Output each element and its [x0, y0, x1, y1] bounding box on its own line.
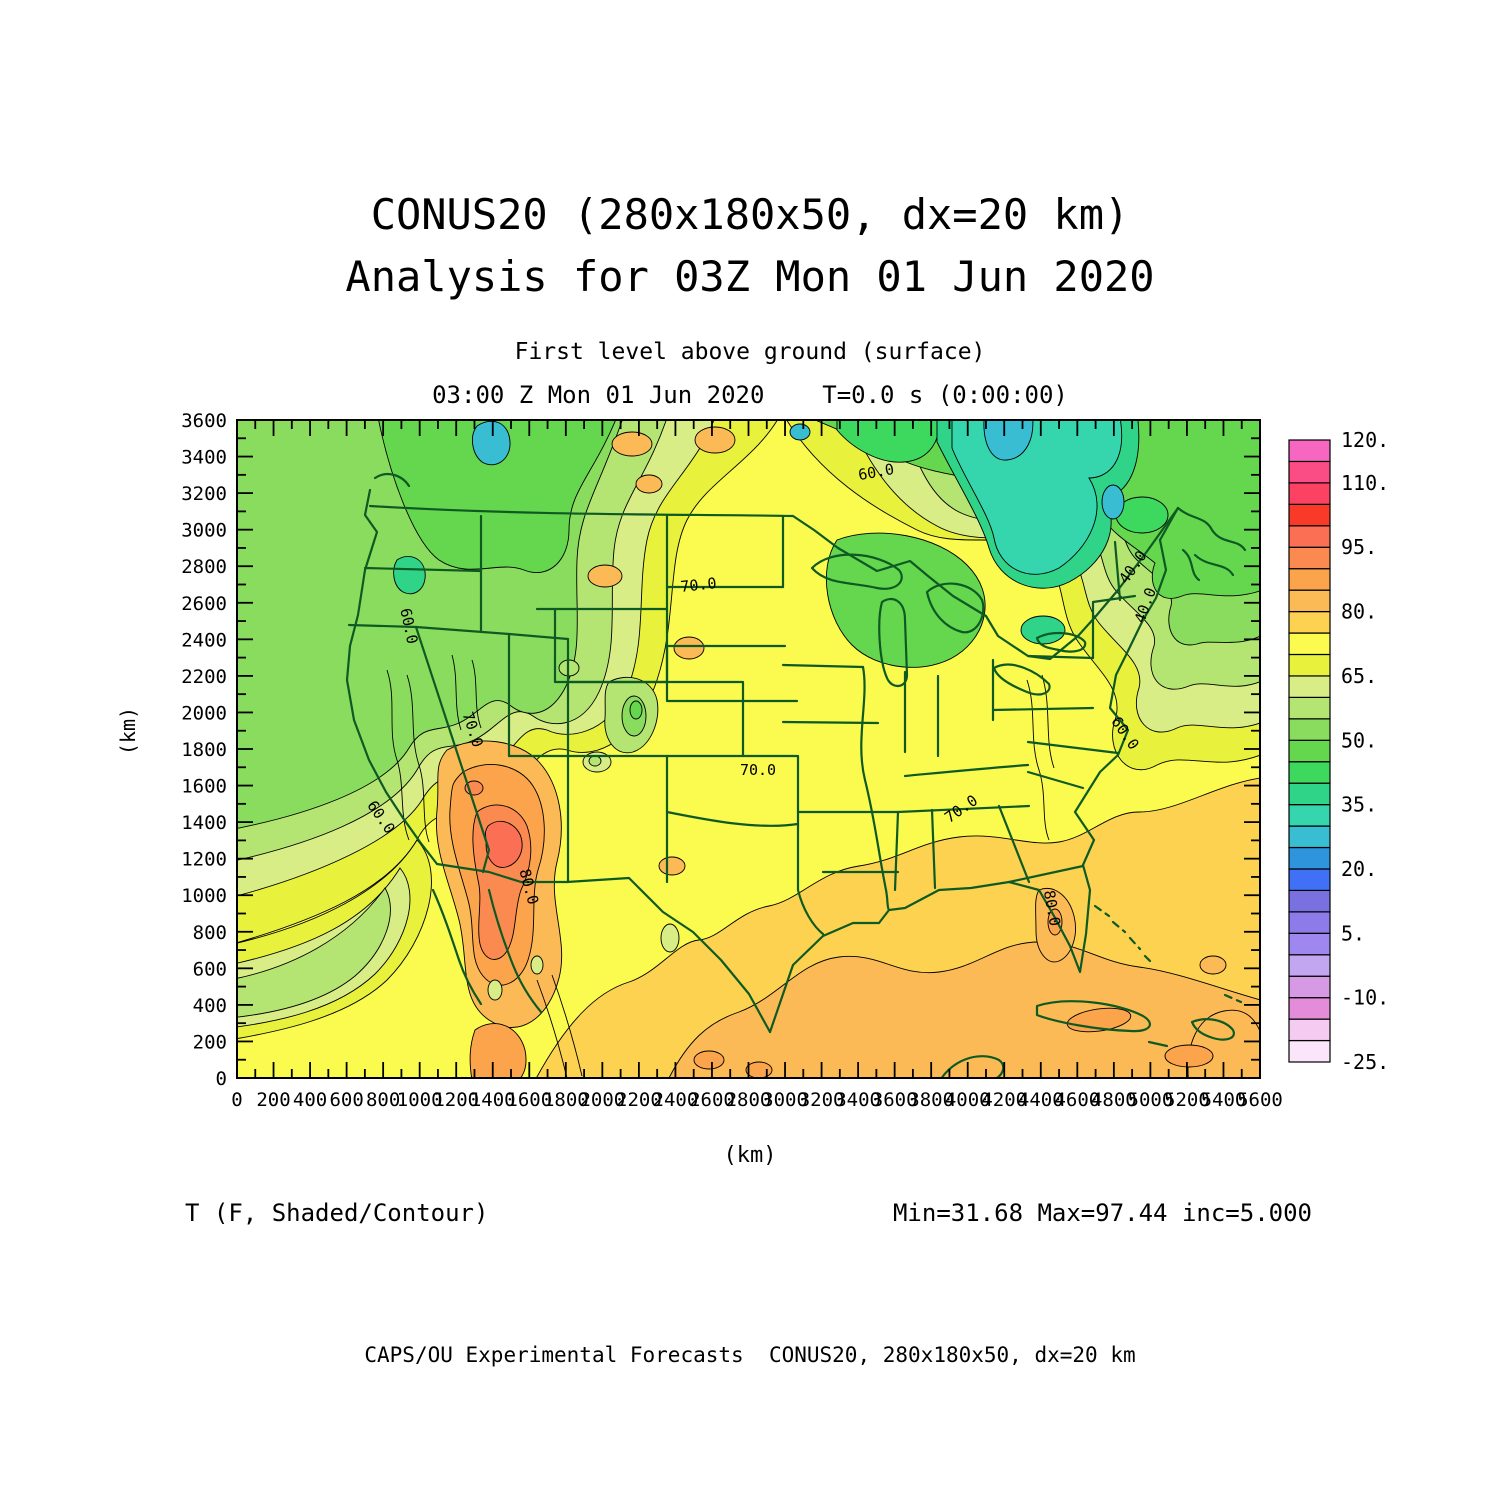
- svg-text:2800: 2800: [181, 556, 227, 578]
- svg-text:0: 0: [231, 1089, 242, 1111]
- x-tick-labels: 0 200 400 600 800100012001400160018002000220…: [231, 1089, 1283, 1111]
- svg-text:400: 400: [193, 995, 227, 1017]
- svg-text:35.: 35.: [1341, 793, 1377, 817]
- state-borders: [345, 473, 1247, 1078]
- svg-text:800: 800: [193, 922, 227, 944]
- svg-text:20.: 20.: [1341, 857, 1377, 881]
- svg-text:2400: 2400: [653, 1089, 699, 1111]
- svg-text:800: 800: [366, 1089, 400, 1111]
- svg-text:110.: 110.: [1341, 471, 1389, 495]
- svg-text:60.0: 60.0: [857, 460, 896, 484]
- svg-text:1200: 1200: [433, 1089, 479, 1111]
- svg-text:3000: 3000: [181, 520, 227, 542]
- svg-text:3400: 3400: [181, 447, 227, 469]
- svg-text:1200: 1200: [181, 849, 227, 871]
- svg-text:5400: 5400: [1201, 1089, 1247, 1111]
- svg-text:4200: 4200: [981, 1089, 1027, 1111]
- credit-footer: CAPS/OU Experimental Forecasts CONUS20, …: [364, 1343, 1136, 1367]
- svg-text:120.: 120.: [1341, 428, 1389, 452]
- x-axis-label: (km): [723, 1143, 777, 1168]
- svg-text:70.0: 70.0: [740, 761, 776, 779]
- svg-text:80.: 80.: [1341, 600, 1377, 624]
- axis-ticks: [236, 419, 1261, 1079]
- svg-text:0: 0: [216, 1068, 227, 1090]
- svg-text:1800: 1800: [181, 739, 227, 761]
- svg-text:5000: 5000: [1128, 1089, 1174, 1111]
- svg-text:80.0: 80.0: [1040, 889, 1064, 928]
- y-axis-label: (km): [116, 706, 140, 756]
- svg-text:3400: 3400: [835, 1089, 881, 1111]
- svg-text:2600: 2600: [689, 1089, 735, 1111]
- map-plot-area: 60.070.060.070.060.080.070.070.080.060.0…: [237, 420, 1260, 1078]
- svg-text:3600: 3600: [872, 1089, 918, 1111]
- svg-text:4000: 4000: [945, 1089, 991, 1111]
- svg-text:1400: 1400: [470, 1089, 516, 1111]
- svg-text:5200: 5200: [1164, 1089, 1210, 1111]
- svg-text:5600: 5600: [1237, 1089, 1283, 1111]
- svg-text:5.: 5.: [1341, 921, 1365, 945]
- svg-text:3200: 3200: [181, 483, 227, 505]
- svg-text:95.: 95.: [1341, 535, 1377, 559]
- svg-text:400: 400: [293, 1089, 327, 1111]
- svg-text:4800: 4800: [1091, 1089, 1137, 1111]
- svg-text:4600: 4600: [1054, 1089, 1100, 1111]
- svg-text:3000: 3000: [762, 1089, 808, 1111]
- svg-text:1000: 1000: [181, 885, 227, 907]
- svg-text:1600: 1600: [181, 776, 227, 798]
- level-label: First level above ground (surface): [514, 339, 986, 365]
- valid-time-label: 03:00 Z Mon 01 Jun 2020 T=0.0 s (0:00:00…: [432, 381, 1068, 409]
- svg-text:-10.: -10.: [1341, 986, 1389, 1010]
- svg-text:3600: 3600: [181, 410, 227, 432]
- svg-text:-25.: -25.: [1341, 1050, 1389, 1074]
- svg-text:70.0: 70.0: [680, 574, 718, 596]
- svg-text:1600: 1600: [506, 1089, 552, 1111]
- svg-text:600: 600: [193, 958, 227, 980]
- svg-text:1400: 1400: [181, 812, 227, 834]
- svg-text:4400: 4400: [1018, 1089, 1064, 1111]
- svg-text:2600: 2600: [181, 593, 227, 615]
- svg-text:2000: 2000: [181, 702, 227, 724]
- svg-text:2200: 2200: [181, 666, 227, 688]
- min-max-stats: Min=31.68 Max=97.44 inc=5.000: [892, 1199, 1312, 1227]
- contour-lines: [386, 654, 1055, 1078]
- svg-text:1000: 1000: [397, 1089, 443, 1111]
- svg-text:200: 200: [193, 1031, 227, 1053]
- svg-text:200: 200: [256, 1089, 290, 1111]
- svg-text:2000: 2000: [579, 1089, 625, 1111]
- svg-text:2400: 2400: [181, 629, 227, 651]
- svg-text:1800: 1800: [543, 1089, 589, 1111]
- svg-text:50.: 50.: [1341, 728, 1377, 752]
- field-label: T (F, Shaded/Contour): [185, 1199, 489, 1227]
- svg-text:600: 600: [329, 1089, 363, 1111]
- svg-text:65.: 65.: [1341, 664, 1377, 688]
- y-tick-labels: 0 200 400 600 800 1000 1200 1400 1600 1800 2000 220…: [181, 410, 227, 1090]
- svg-text:3800: 3800: [908, 1089, 954, 1111]
- page-title: CONUS20 (280x180x50, dx=20 km): [370, 190, 1130, 239]
- svg-text:2800: 2800: [726, 1089, 772, 1111]
- colorbar-legend: 120. 110. 95. 80. 65. 50. 35. 20. 5. -10. -25.: [1288, 428, 1389, 1074]
- svg-text:3200: 3200: [799, 1089, 845, 1111]
- page-title-line2: Analysis for 03Z Mon 01 Jun 2020: [345, 252, 1155, 301]
- svg-text:2200: 2200: [616, 1089, 662, 1111]
